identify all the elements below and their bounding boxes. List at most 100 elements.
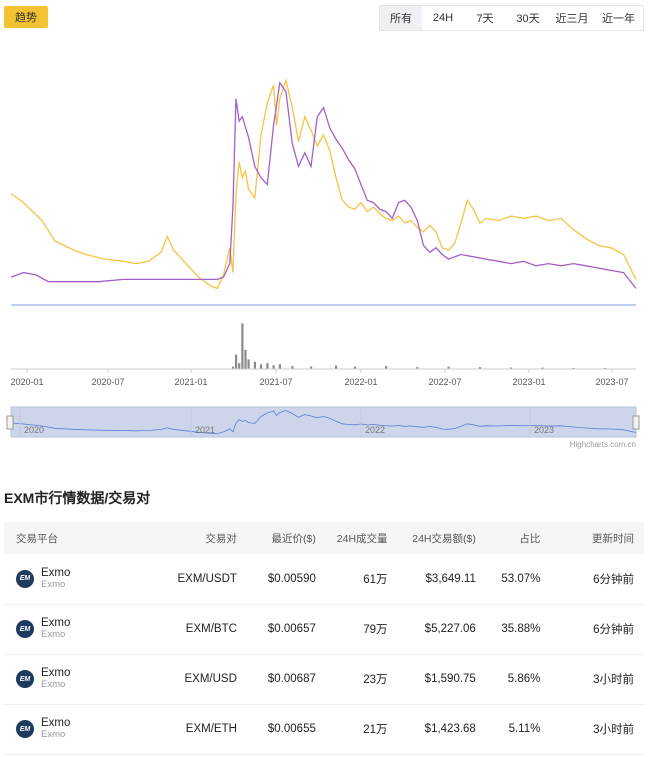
table-row[interactable]: EM Exmo Exmo EXM/USDT $0.00590 61万 $3,649.… xyxy=(4,554,644,604)
tab-3m[interactable]: 近三月 xyxy=(555,13,589,25)
pair-cell: EXM/ETH xyxy=(185,723,237,735)
exmo-logo-icon: EM xyxy=(16,620,34,638)
exchange-cell: EM Exmo Exmo xyxy=(4,554,158,604)
pair-cell: EXM/BTC xyxy=(185,623,237,635)
volume-bar xyxy=(541,367,544,369)
exchange-subname: Exmo xyxy=(41,729,66,740)
x-tick-label: 2023-01 xyxy=(512,377,545,387)
exchange-subname: Exmo xyxy=(41,578,66,590)
navigator-label: 2020 xyxy=(24,425,44,435)
price-cell: $0.00590 xyxy=(267,572,316,585)
price-chart[interactable]: 2020-01 2020-07 2021-01 2021-07 2022-01 2022-… xyxy=(0,36,650,456)
col-amount: 24H交易额($) xyxy=(412,532,476,545)
x-axis-ticks: 2020-01 2020-07 2021-01 2021-07 2022-01 2022-… xyxy=(10,369,629,387)
volume-bar xyxy=(478,367,481,369)
amount-cell: $5,227.06 xyxy=(424,623,476,635)
volume-bar xyxy=(253,361,256,369)
col-price: 最近价($) xyxy=(271,532,316,545)
volume-bar xyxy=(247,359,250,369)
exchange-name[interactable]: Exmo xyxy=(41,617,71,629)
tab-all[interactable]: 所有 xyxy=(380,6,422,30)
series-line-1[interactable] xyxy=(10,81,637,289)
exchange-name[interactable]: Exmo xyxy=(41,566,71,579)
amount-cell: $1,590.75 xyxy=(424,673,476,685)
share-cell: 53.07% xyxy=(501,572,541,585)
col-volume: 24H成交量 xyxy=(336,532,388,545)
volume-cell: 61万 xyxy=(363,573,388,586)
tab-30d[interactable]: 30天 xyxy=(516,13,540,25)
credits-label[interactable]: Highcharts.com.cn xyxy=(570,440,636,449)
volume-bar xyxy=(266,363,269,369)
share-cell: 35.88% xyxy=(501,623,541,635)
exchange-subname: Exmo xyxy=(41,629,66,640)
col-pair: 交易对 xyxy=(205,532,237,545)
x-tick-label: 2022-01 xyxy=(344,377,377,387)
amount-cell: $3,649.11 xyxy=(425,572,476,585)
trend-button[interactable]: 趋势 xyxy=(4,6,48,28)
x-tick-label: 2022-07 xyxy=(428,377,461,387)
table-row[interactable]: EM Exmo Exmo EXM/ETH $0.00655 21万 $1,423.6… xyxy=(4,704,644,754)
navigator-label: 2022 xyxy=(365,425,385,435)
pair-cell: EXM/USD xyxy=(184,673,237,685)
pair-cell: EXM/USDT xyxy=(177,572,237,585)
navigator-series: 2020 2021 2022 2023 xyxy=(10,407,637,437)
exchange-cell: EM Exmo Exmo xyxy=(4,654,158,704)
exchange-name[interactable]: Exmo xyxy=(41,667,71,679)
series-line-0[interactable] xyxy=(10,78,637,290)
volume-plot xyxy=(231,323,606,369)
navigator-label: 2023 xyxy=(534,425,554,435)
volume-bar xyxy=(238,363,241,369)
updated-cell: 3小时前 xyxy=(593,724,634,736)
navigator[interactable]: 2020 2021 2022 2023 xyxy=(6,406,640,438)
col-updated: 更新时间 xyxy=(592,532,634,545)
updated-cell: 6分钟前 xyxy=(593,624,634,636)
navigator-line-0 xyxy=(10,410,637,434)
time-range-tabs: 所有 24H 7天 30天 近三月 近一年 xyxy=(379,5,644,31)
volume-bar xyxy=(231,366,235,369)
navigator-handle-left[interactable] xyxy=(6,415,14,430)
volume-bar xyxy=(235,354,238,369)
volume-cell: 23万 xyxy=(363,674,388,686)
volume-bar xyxy=(278,364,281,369)
exchange-name[interactable]: Exmo xyxy=(41,717,71,729)
volume-bar xyxy=(291,366,294,369)
tab-1y[interactable]: 近一年 xyxy=(602,13,635,25)
volume-cell: 79万 xyxy=(363,624,388,636)
navigator-label: 2021 xyxy=(195,425,215,435)
exchange-subname: Exmo xyxy=(41,679,66,690)
table-header-row: 交易平台 交易对 最近价($) 24H成交量 24H交易额($) 占比 更新时间 xyxy=(4,522,644,554)
updated-cell: 6分钟前 xyxy=(593,573,634,586)
exmo-logo-icon: EM xyxy=(16,720,34,738)
section-title: EXM市行情数据/交易对 xyxy=(4,490,151,506)
amount-cell: $1,423.68 xyxy=(424,723,476,735)
exchange-cell: EM Exmo Exmo xyxy=(4,704,158,754)
volume-bar xyxy=(385,366,388,369)
price-cell: $0.00687 xyxy=(267,673,316,685)
price-cell: $0.00657 xyxy=(267,623,316,635)
volume-bar xyxy=(447,366,450,369)
volume-bar xyxy=(510,367,513,369)
price-cell: $0.00655 xyxy=(267,723,316,735)
volume-bar xyxy=(353,366,356,369)
volume-cell: 21万 xyxy=(363,724,388,736)
exmo-logo-icon: EM xyxy=(16,569,34,588)
volume-bar xyxy=(416,367,419,369)
exchange-cell: EM Exmo Exmo xyxy=(4,604,158,654)
volume-bar xyxy=(241,323,244,369)
x-tick-label: 2021-07 xyxy=(259,377,292,387)
x-tick-label: 2021-01 xyxy=(174,377,207,387)
table-row[interactable]: EM Exmo Exmo EXM/BTC $0.00657 79万 $5,227.0… xyxy=(4,604,644,654)
col-exchange: 交易平台 xyxy=(16,532,58,545)
volume-bar xyxy=(260,364,263,369)
x-tick-label: 2020-07 xyxy=(91,377,124,387)
navigator-handle-right[interactable] xyxy=(632,415,640,430)
tab-24h[interactable]: 24H xyxy=(432,12,454,24)
volume-bar xyxy=(335,365,338,369)
market-table: 交易平台 交易对 最近价($) 24H成交量 24H交易额($) 占比 更新时间… xyxy=(4,522,644,755)
tab-7d[interactable]: 7天 xyxy=(476,13,494,25)
exmo-logo-icon: EM xyxy=(16,670,34,688)
share-cell: 5.11% xyxy=(508,723,541,735)
col-share: 占比 xyxy=(519,532,541,545)
table-row[interactable]: EM Exmo Exmo EXM/USD $0.00687 23万 $1,590.7… xyxy=(4,654,644,704)
updated-cell: 3小时前 xyxy=(593,674,634,686)
